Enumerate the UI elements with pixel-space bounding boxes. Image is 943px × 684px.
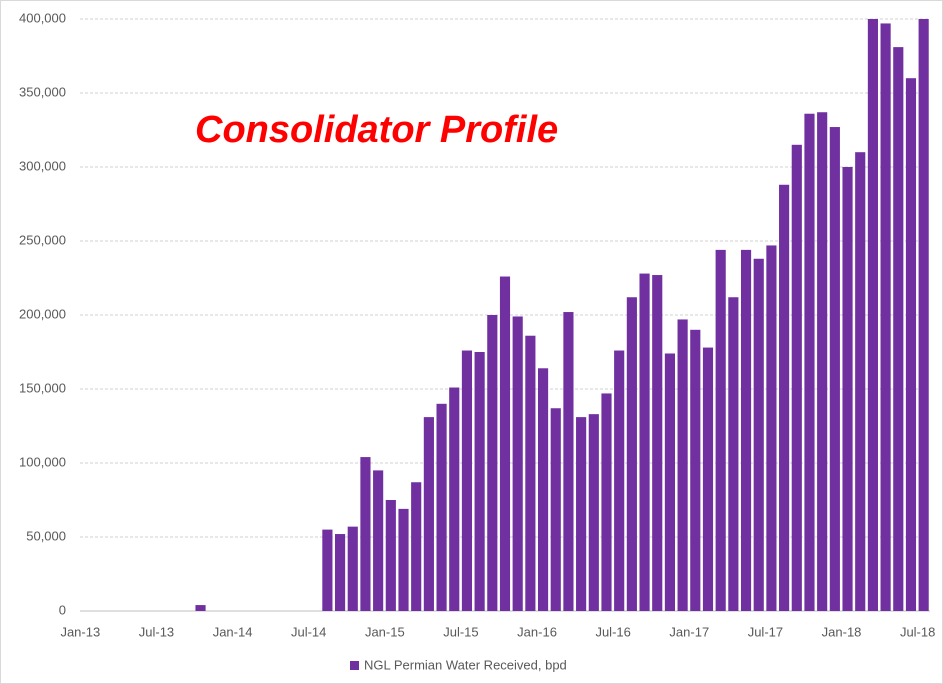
bar [652, 275, 663, 611]
bar [753, 258, 764, 611]
x-tick-label: Jul-18 [900, 624, 935, 639]
bar [842, 167, 853, 611]
bar [779, 184, 790, 611]
bar [537, 368, 549, 611]
bar [905, 78, 917, 611]
bar [360, 457, 371, 611]
bar [601, 393, 612, 611]
bar [525, 335, 536, 611]
y-tick-label: 250,000 [19, 232, 66, 247]
bar [715, 249, 726, 611]
bar [512, 316, 523, 611]
bar [576, 417, 587, 611]
bar [436, 403, 447, 611]
bar [461, 350, 473, 611]
y-tick-label: 50,000 [26, 528, 66, 543]
annotation: Consolidator Profile [195, 109, 558, 151]
x-tick-label: Jul-14 [291, 624, 326, 639]
bar [626, 297, 637, 611]
x-tick-label: Jan-13 [60, 624, 100, 639]
bar [499, 276, 511, 611]
x-tick-label: Jul-17 [748, 624, 783, 639]
x-tick-label: Jul-16 [595, 624, 630, 639]
x-tick-label: Jan-18 [822, 624, 862, 639]
bar [880, 23, 891, 611]
bar [195, 605, 206, 611]
bar [563, 312, 574, 611]
bar [639, 273, 650, 611]
bar [690, 329, 701, 611]
bar [550, 408, 561, 611]
bar [322, 529, 333, 611]
bar [702, 347, 714, 611]
bar [398, 508, 409, 611]
y-tick-label: 350,000 [19, 84, 66, 99]
bar [791, 144, 802, 612]
legend-swatch [350, 661, 359, 670]
x-tick-label: Jul-15 [443, 624, 478, 639]
bar [817, 112, 828, 612]
bar [918, 19, 929, 611]
y-tick-label: 300,000 [19, 158, 66, 173]
bar [728, 297, 739, 611]
bar [614, 350, 625, 611]
bar [677, 319, 688, 611]
y-tick-label: 0 [59, 602, 66, 617]
bar [411, 482, 422, 611]
bar [740, 249, 752, 611]
bar [588, 414, 599, 611]
bar [474, 352, 485, 611]
y-tick-label: 200,000 [19, 306, 66, 321]
legend-label: NGL Permian Water Received, bpd [364, 657, 567, 672]
y-tick-label: 400,000 [19, 10, 66, 25]
bar [449, 387, 460, 611]
x-tick-label: Jan-15 [365, 624, 405, 639]
x-tick-label: Jul-13 [139, 624, 174, 639]
bar [804, 113, 815, 611]
y-tick-label: 150,000 [19, 380, 66, 395]
bar [423, 417, 434, 611]
bar [335, 534, 346, 611]
bar [664, 353, 675, 611]
x-tick-label: Jan-14 [213, 624, 253, 639]
x-tick-label: Jan-17 [669, 624, 709, 639]
bar [867, 19, 878, 611]
bar [855, 152, 866, 611]
y-tick-label: 100,000 [19, 454, 66, 469]
bar [373, 470, 384, 611]
x-tick-label: Jan-16 [517, 624, 557, 639]
bar [893, 47, 904, 612]
bar [829, 127, 840, 611]
bar [487, 315, 498, 611]
bar [766, 245, 777, 611]
bar [385, 500, 396, 611]
bar [347, 526, 358, 611]
